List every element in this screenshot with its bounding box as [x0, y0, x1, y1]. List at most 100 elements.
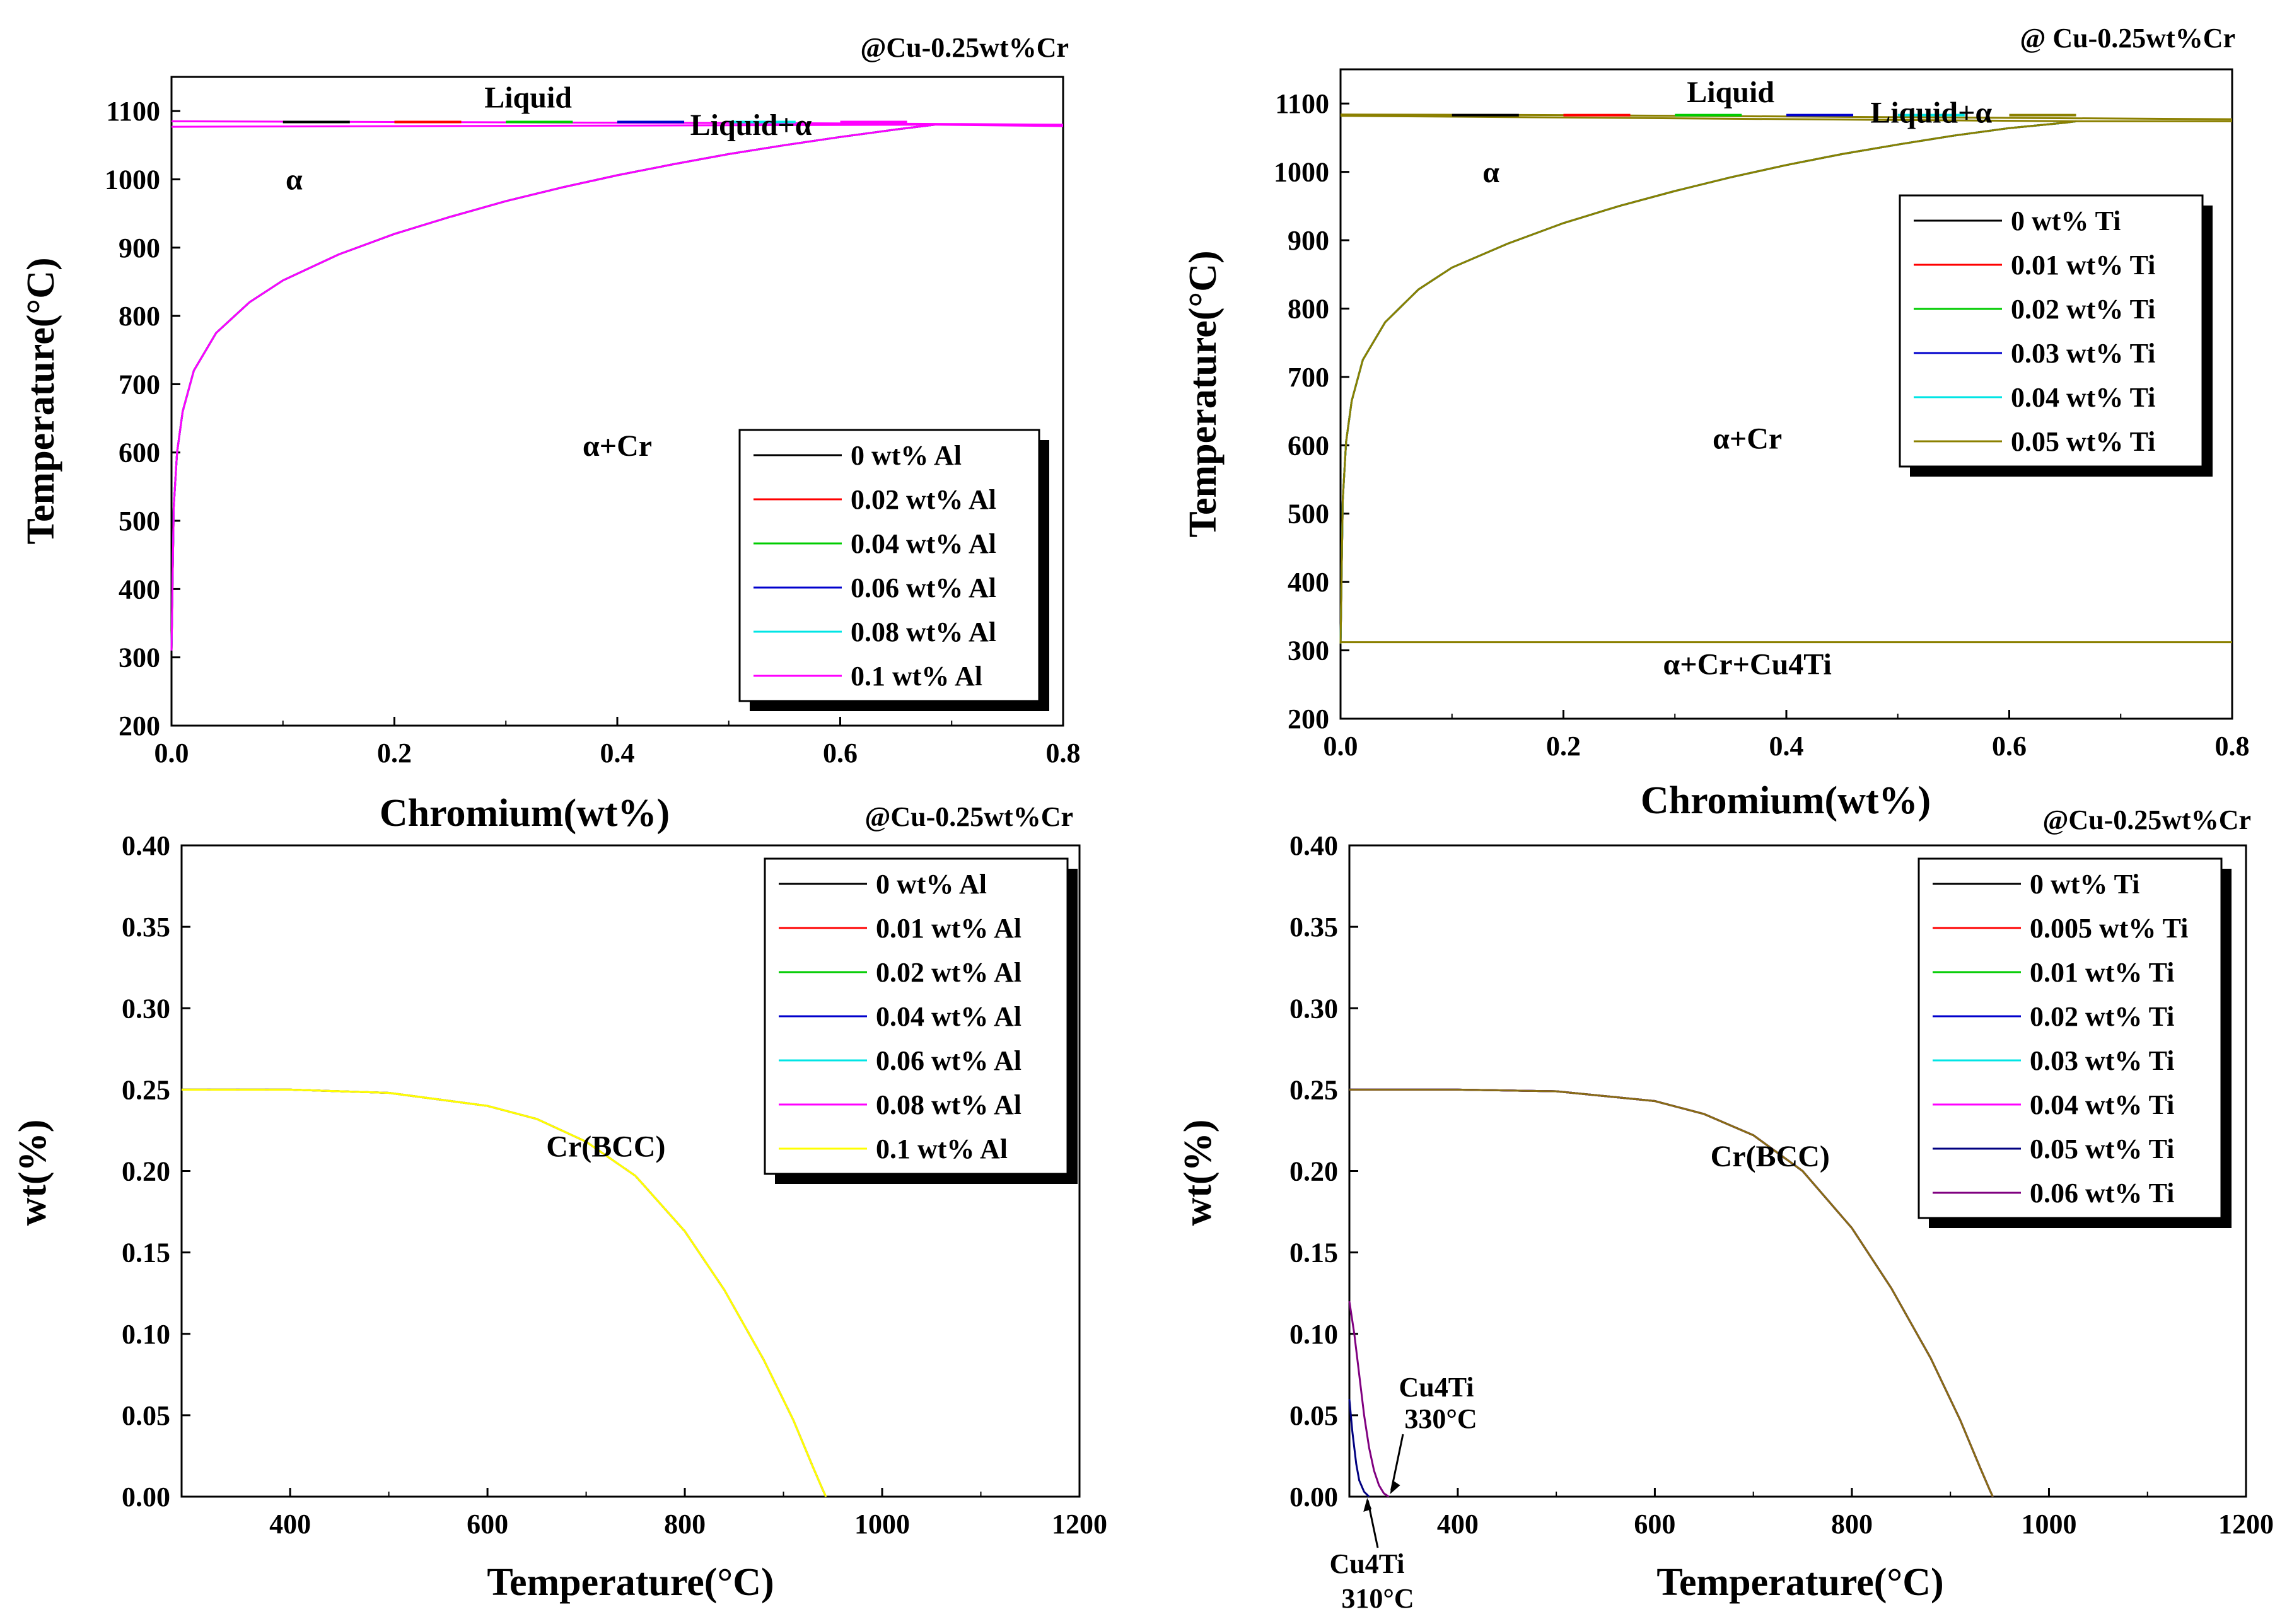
cr-bcc-curve-series-5: [1349, 1088, 1994, 1497]
y-tick-label: 400: [119, 574, 160, 605]
solidus-line: [1340, 115, 2232, 122]
y-tick-label: 0.00: [1289, 1482, 1338, 1512]
legend-entry-label: 0 wt% Al: [851, 440, 962, 471]
legend-entry-label: 0.03 wt% Ti: [2030, 1045, 2174, 1076]
y-tick-label: 700: [119, 369, 160, 400]
cr-bcc-curve-series-5: [182, 1088, 827, 1497]
legend-entry-label: 0 wt% Al: [876, 869, 987, 900]
cu4ti-annotation-label: Cu4Ti: [1329, 1548, 1404, 1579]
legend-entry-label: 0.01 wt% Ti: [2011, 250, 2155, 281]
x-axis-title: Chromium(wt%): [1641, 779, 1931, 822]
legend-entry-label: 0.01 wt% Ti: [2030, 957, 2174, 988]
y-tick-label: 500: [1288, 499, 1329, 530]
y-tick-label: 500: [119, 506, 160, 536]
legend-box: [1899, 194, 2204, 468]
cr-bcc-curve-series-1: [1349, 1088, 1994, 1497]
arrowhead-icon: [1390, 1480, 1400, 1494]
cu4ti-curve-1: [1348, 1398, 1370, 1498]
cr-bcc-curve-series-7: [1349, 1088, 1994, 1497]
y-tick-label: 0.15: [122, 1238, 170, 1268]
y-axis-title: Temperature(°C): [1182, 250, 1225, 537]
y-tick-label: 300: [1288, 635, 1329, 666]
x-tick-label: 0.2: [1546, 731, 1581, 762]
region-label: α+Cr+Cu4Ti: [1663, 648, 1831, 682]
x-tick-label: 600: [1634, 1509, 1675, 1540]
region-label: α+Cr: [1713, 422, 1782, 456]
y-tick-label: 0.15: [1289, 1238, 1338, 1268]
region-label: Cr(BCC): [546, 1130, 665, 1163]
region-label: Liquid: [484, 81, 572, 115]
legend-entry-label: 0.03 wt% Ti: [2011, 338, 2155, 369]
legend-entry-label: 0.1 wt% Al: [876, 1134, 1008, 1164]
y-tick-label: 0.05: [1289, 1400, 1338, 1431]
y-tick-label: 700: [1288, 362, 1329, 393]
x-tick-label: 0.2: [377, 738, 412, 768]
region-label: Cr(BCC): [1711, 1140, 1830, 1173]
x-tick-label: 400: [1437, 1509, 1479, 1540]
legend-entry-label: 0.02 wt% Al: [876, 957, 1021, 988]
x-tick-label: 0.0: [1324, 731, 1358, 762]
arrowhead-icon: [1363, 1498, 1372, 1512]
cr-bcc-curve-series-6: [1349, 1088, 1994, 1497]
x-axis-title: Temperature(°C): [487, 1561, 774, 1604]
x-tick-label: 800: [664, 1509, 706, 1540]
y-tick-label: 800: [1288, 293, 1329, 324]
legend-entry-label: 0.06 wt% Ti: [2030, 1178, 2174, 1209]
panel-a-phase-diagram-al: 0.0 0.2 0.4 0.6 0.8 200 300 400 500 600 700 800 900 1…: [20, 32, 1081, 835]
cu4ti-curve-0: [1348, 1301, 1390, 1498]
region-label: Liquid+α: [690, 108, 812, 142]
y-tick-label: 200: [1288, 704, 1329, 734]
solvus-line-series-5: [1339, 120, 2076, 644]
x-tick-label: 0.8: [1046, 738, 1081, 768]
y-tick-label: 0.40: [1289, 830, 1338, 861]
x-tick-label: 600: [467, 1509, 508, 1540]
region-label: α+Cr: [583, 429, 652, 463]
x-tick-label: 1000: [2021, 1509, 2076, 1540]
y-tick-label: 0.30: [1289, 993, 1338, 1024]
region-label: α: [286, 163, 303, 197]
cr-bcc-curve-series-4: [182, 1088, 827, 1497]
x-tick-label: 0.0: [154, 738, 189, 768]
legend-entry-label: 0.04 wt% Al: [851, 528, 996, 559]
legend-entry-label: 0.06 wt% Al: [851, 572, 996, 603]
y-tick-label: 0.35: [1289, 912, 1338, 942]
y-tick-label: 900: [1288, 225, 1329, 256]
x-tick-label: 0.8: [2215, 731, 2250, 762]
cr-bcc-curve-series-0: [1349, 1088, 1994, 1497]
cu4ti-annotation-temp: 310°C: [1341, 1583, 1414, 1614]
y-tick-label: 400: [1288, 567, 1329, 598]
legend-entry-label: 0.04 wt% Ti: [2030, 1089, 2174, 1120]
y-tick-label: 0.10: [122, 1319, 170, 1350]
legend-entry-label: 0.005 wt% Ti: [2030, 913, 2188, 944]
y-tick-label: 1000: [105, 164, 160, 195]
region-label: α: [1482, 156, 1499, 189]
legend-entry-label: 0.01 wt% Al: [876, 913, 1021, 944]
cr-bcc-curve-series-2: [182, 1088, 827, 1497]
legend-box: [1917, 857, 2223, 1219]
legend-entry-label: 0 wt% Ti: [2011, 206, 2121, 236]
legend-entry-label: 0.04 wt% Al: [876, 1001, 1021, 1032]
cr-bcc-curve-series-4: [1349, 1088, 1994, 1497]
y-tick-label: 1000: [1274, 157, 1329, 188]
solvus-line-series-5: [170, 124, 935, 651]
x-axis-title: Temperature(°C): [1656, 1561, 1943, 1604]
y-tick-label: 0.10: [1289, 1319, 1338, 1350]
y-tick-label: 600: [1288, 430, 1329, 461]
x-tick-label: 0.6: [1992, 731, 2027, 762]
panel-c-cr-bcc-fraction-al: 400 600 800 1000 1200 0.00 0.05 0.10 0.15 0.20 0.2…: [11, 801, 1107, 1604]
y-tick-label: 0.35: [122, 912, 170, 942]
legend-entry-label: 0.05 wt% Ti: [2030, 1134, 2174, 1164]
x-tick-label: 0.4: [600, 738, 635, 768]
y-axis-title: wt(%): [11, 1120, 54, 1226]
composition-annotation: @Cu-0.25wt%Cr: [2042, 804, 2251, 835]
y-tick-label: 1100: [1275, 88, 1329, 119]
cr-bcc-curve-series-0: [182, 1088, 827, 1497]
x-axis-title: Chromium(wt%): [380, 792, 670, 835]
legend-entry-label: 0.04 wt% Ti: [2011, 382, 2155, 413]
y-tick-label: 900: [119, 233, 160, 264]
x-tick-label: 1000: [854, 1509, 910, 1540]
y-tick-label: 0.40: [122, 830, 170, 861]
y-tick-label: 600: [119, 438, 160, 468]
composition-annotation: @ Cu-0.25wt%Cr: [2020, 23, 2235, 54]
